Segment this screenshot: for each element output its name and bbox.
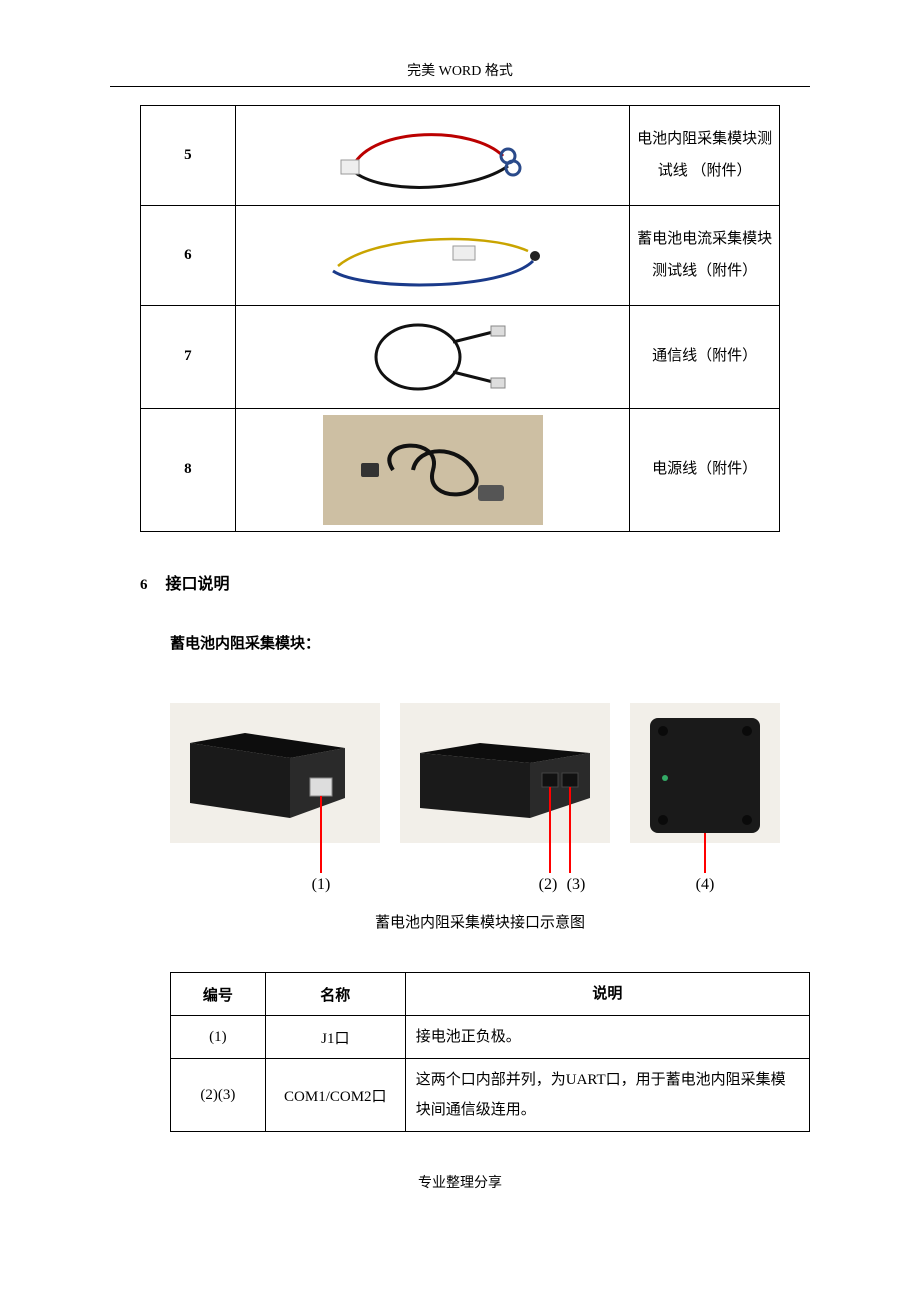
item-image-cell — [235, 106, 630, 206]
interface-diagram: (1) (2) (3) (4) 蓄电池内阻采集模块接口示意图 — [170, 703, 790, 932]
power-cord-icon — [323, 415, 543, 525]
item-image-cell — [235, 409, 630, 532]
table-row: 7 通信线（附件） — [141, 306, 780, 409]
iface-desc: 接电池正负极。 — [405, 1016, 809, 1059]
iface-name: COM1/COM2口 — [265, 1059, 405, 1132]
iface-id: (1) — [171, 1016, 266, 1059]
diagram-label-1: (1) — [312, 876, 331, 893]
section-heading: 6 接口说明 — [140, 570, 810, 594]
module-diagram-svg: (1) (2) (3) (4) — [170, 703, 790, 893]
cable-icon — [333, 312, 533, 402]
item-desc: 通信线（附件） — [630, 306, 780, 409]
cable-icon — [303, 216, 563, 296]
table-row: 8 电源线（附件） — [141, 409, 780, 532]
item-image-cell — [235, 206, 630, 306]
diagram-label-4: (4) — [696, 876, 715, 893]
items-table: 5 电池内阻采集模块测试线 （附件） 6 — [140, 105, 780, 532]
page-footer: 专业整理分享 — [110, 1172, 810, 1192]
item-number: 6 — [141, 206, 236, 306]
table-header-row: 编号 名称 说明 — [171, 973, 810, 1016]
diagram-label-2: (2) — [539, 876, 558, 893]
table-row: (2)(3) COM1/COM2口 这两个口内部并列，为UART口，用于蓄电池内… — [171, 1059, 810, 1132]
table-row: 5 电池内阻采集模块测试线 （附件） — [141, 106, 780, 206]
col-header: 说明 — [405, 973, 809, 1016]
item-image-cell — [235, 306, 630, 409]
diagram-label-3: (3) — [567, 876, 586, 893]
item-number: 5 — [141, 106, 236, 206]
iface-name: J1口 — [265, 1016, 405, 1059]
item-desc: 电池内阻采集模块测试线 （附件） — [630, 106, 780, 206]
page: 完美 WORD 格式 5 电池内阻采集模块测试线 （附件） 6 — [0, 0, 920, 1232]
table-row: 6 蓄电池电流采集模块测试线（附件） — [141, 206, 780, 306]
table-row: (1) J1口 接电池正负极。 — [171, 1016, 810, 1059]
col-header: 编号 — [171, 973, 266, 1016]
section-number: 6 — [140, 577, 148, 594]
item-number: 8 — [141, 409, 236, 532]
section-title: 接口说明 — [166, 570, 230, 594]
subsection-title: 蓄电池内阻采集模块： — [170, 632, 810, 653]
iface-desc: 这两个口内部并列，为UART口，用于蓄电池内阻采集模块间通信级连用。 — [405, 1059, 809, 1132]
item-number: 7 — [141, 306, 236, 409]
interface-table: 编号 名称 说明 (1) J1口 接电池正负极。 (2)(3) COM1/COM… — [170, 972, 810, 1132]
item-desc: 蓄电池电流采集模块测试线（附件） — [630, 206, 780, 306]
col-header: 名称 — [265, 973, 405, 1016]
cable-icon — [313, 116, 553, 196]
page-header: 完美 WORD 格式 — [110, 60, 810, 87]
item-desc: 电源线（附件） — [630, 409, 780, 532]
diagram-caption: 蓄电池内阻采集模块接口示意图 — [170, 911, 790, 932]
iface-id: (2)(3) — [171, 1059, 266, 1132]
